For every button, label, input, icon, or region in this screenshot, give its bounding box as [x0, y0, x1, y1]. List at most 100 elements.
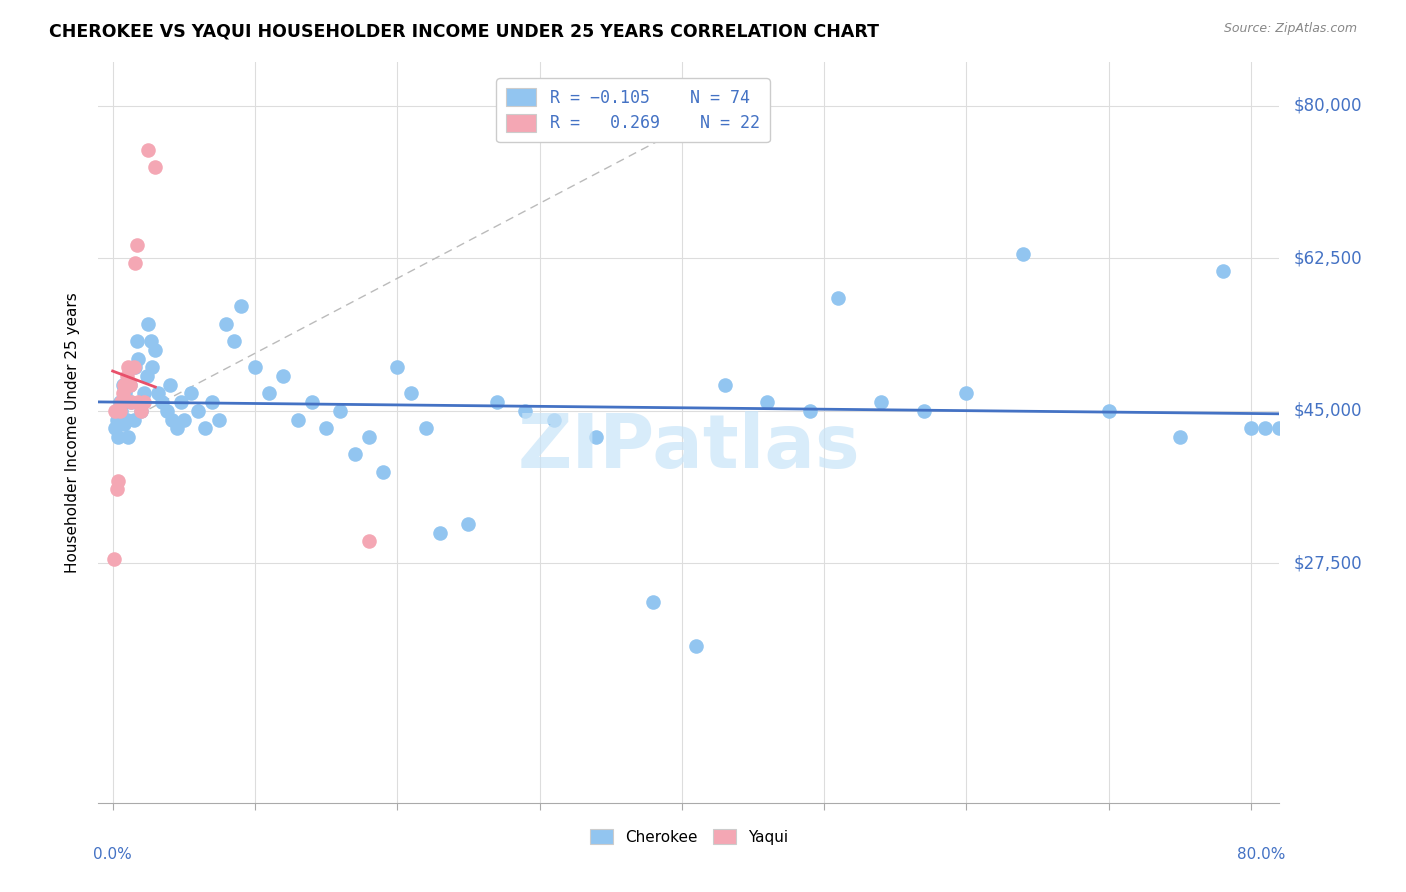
- Point: [120, 395, 142, 409]
- Point: [129, 404, 152, 418]
- Point: [371, 465, 394, 479]
- Point: [229, 299, 252, 313]
- Point: [152, 395, 174, 409]
- Text: ZIPatlas: ZIPatlas: [517, 411, 860, 484]
- Text: $45,000: $45,000: [1294, 401, 1362, 420]
- Point: [187, 404, 209, 418]
- Point: [114, 377, 136, 392]
- Point: [1012, 247, 1035, 261]
- Point: [222, 334, 245, 348]
- Point: [122, 360, 145, 375]
- Point: [301, 395, 323, 409]
- Point: [329, 404, 352, 418]
- Point: [162, 412, 184, 426]
- Point: [643, 595, 665, 609]
- Point: [110, 395, 132, 409]
- Point: [387, 360, 409, 375]
- Text: CHEROKEE VS YAQUI HOUSEHOLDER INCOME UNDER 25 YEARS CORRELATION CHART: CHEROKEE VS YAQUI HOUSEHOLDER INCOME UND…: [49, 22, 879, 40]
- Point: [357, 534, 380, 549]
- Point: [118, 377, 141, 392]
- Point: [194, 421, 217, 435]
- Point: [215, 317, 238, 331]
- Point: [799, 404, 821, 418]
- Point: [515, 404, 537, 418]
- Point: [170, 395, 193, 409]
- Point: [1254, 421, 1277, 435]
- Point: [103, 552, 125, 566]
- Point: [124, 256, 146, 270]
- Text: Source: ZipAtlas.com: Source: ZipAtlas.com: [1223, 22, 1357, 36]
- Point: [107, 474, 129, 488]
- Point: [143, 343, 166, 357]
- Point: [243, 360, 266, 375]
- Point: [166, 421, 188, 435]
- Point: [122, 412, 145, 426]
- Point: [132, 395, 155, 409]
- Point: [713, 377, 735, 392]
- Point: [115, 369, 138, 384]
- Point: [357, 430, 380, 444]
- Point: [136, 317, 159, 331]
- Point: [401, 386, 423, 401]
- Point: [685, 639, 707, 653]
- Point: [114, 386, 136, 401]
- Text: $62,500: $62,500: [1294, 250, 1362, 268]
- Y-axis label: Householder Income Under 25 years: Householder Income Under 25 years: [65, 293, 80, 573]
- Point: [125, 238, 148, 252]
- Point: [108, 404, 131, 418]
- Text: 80.0%: 80.0%: [1237, 847, 1285, 863]
- Point: [111, 386, 134, 401]
- Point: [343, 447, 366, 461]
- Point: [1268, 421, 1291, 435]
- Point: [125, 334, 148, 348]
- Point: [124, 360, 146, 375]
- Point: [543, 412, 565, 426]
- Point: [107, 430, 129, 444]
- Point: [129, 404, 152, 418]
- Point: [127, 395, 149, 409]
- Point: [1212, 264, 1234, 278]
- Point: [104, 421, 127, 435]
- Point: [257, 386, 280, 401]
- Text: $27,500: $27,500: [1294, 554, 1362, 573]
- Point: [827, 291, 849, 305]
- Point: [315, 421, 337, 435]
- Point: [273, 369, 295, 384]
- Point: [104, 404, 127, 418]
- Point: [117, 360, 139, 375]
- Point: [135, 369, 157, 384]
- Point: [118, 377, 141, 392]
- Point: [132, 386, 155, 401]
- Point: [127, 351, 149, 366]
- Point: [756, 395, 779, 409]
- Point: [156, 404, 179, 418]
- Text: $80,000: $80,000: [1294, 97, 1362, 115]
- Point: [585, 430, 607, 444]
- Point: [180, 386, 202, 401]
- Point: [208, 412, 231, 426]
- Point: [287, 412, 309, 426]
- Point: [105, 412, 128, 426]
- Point: [115, 412, 138, 426]
- Point: [105, 482, 128, 496]
- Point: [141, 360, 163, 375]
- Point: [415, 421, 437, 435]
- Text: 0.0%: 0.0%: [93, 847, 131, 863]
- Point: [201, 395, 224, 409]
- Point: [1168, 430, 1191, 444]
- Point: [148, 386, 170, 401]
- Point: [120, 395, 142, 409]
- Point: [112, 417, 135, 431]
- Point: [1098, 404, 1121, 418]
- Point: [912, 404, 935, 418]
- Legend: Cherokee, Yaqui: Cherokee, Yaqui: [583, 822, 794, 851]
- Point: [117, 430, 139, 444]
- Point: [457, 517, 479, 532]
- Point: [112, 377, 135, 392]
- Point: [955, 386, 977, 401]
- Point: [139, 334, 162, 348]
- Point: [143, 160, 166, 174]
- Point: [173, 412, 195, 426]
- Point: [159, 377, 181, 392]
- Point: [108, 395, 131, 409]
